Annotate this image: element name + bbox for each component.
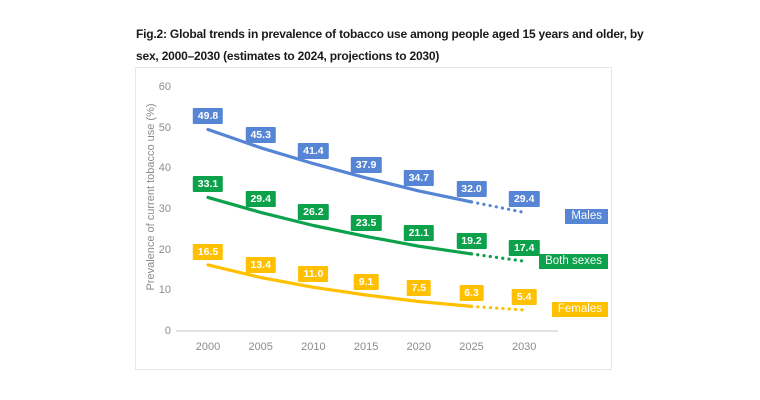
x-tick-2000: 2000 [195, 341, 221, 353]
data-label-females-2025: 6.3 [459, 285, 484, 302]
y-tick-40: 40 [158, 162, 171, 175]
x-tick-2025: 2025 [459, 341, 484, 353]
series-line-males-projection [469, 200, 526, 214]
x-tick-2010: 2010 [301, 341, 326, 353]
data-label-males-2025: 32.0 [456, 180, 487, 197]
data-label-both-sexes-2030: 17.4 [508, 240, 540, 257]
figure-title: Fig.2: Global trends in prevalence of to… [136, 23, 644, 67]
x-tick-2020: 2020 [406, 341, 432, 353]
series-line-females [206, 263, 474, 308]
series-tag-males: Males [565, 209, 608, 224]
series-tag-females: Females [551, 302, 608, 317]
figure-title-line2: sex, 2000–2030 (estimates to 2024, proje… [136, 49, 440, 63]
x-tick-2015: 2015 [353, 341, 379, 353]
data-label-males-2000: 49.8 [192, 108, 224, 125]
chart-plot-lines [206, 127, 526, 312]
data-label-females-2015: 9.1 [353, 273, 379, 290]
data-label-both-sexes-2000: 33.1 [192, 176, 224, 193]
data-label-females-2010: 11.0 [298, 266, 329, 283]
y-tick-30: 30 [158, 202, 171, 215]
data-label-females-2020: 7.5 [406, 280, 432, 297]
figure-title-line1: Fig.2: Global trends in prevalence of to… [136, 27, 644, 41]
data-label-females-2005: 13.4 [245, 256, 276, 273]
data-label-both-sexes-2020: 21.1 [403, 225, 435, 242]
data-label-females-2000: 16.5 [192, 243, 224, 260]
y-tick-50: 50 [158, 121, 171, 134]
series-line-males [206, 127, 474, 204]
x-tick-2030: 2030 [511, 341, 537, 353]
series-line-both-sexes [206, 195, 474, 256]
data-label-males-2030: 29.4 [508, 191, 540, 208]
x-tick-2005: 2005 [248, 341, 273, 353]
data-label-both-sexes-2005: 29.4 [245, 191, 276, 208]
data-label-males-2020: 34.7 [403, 169, 435, 186]
y-tick-0: 0 [164, 325, 171, 337]
y-tick-10: 10 [158, 284, 171, 297]
series-line-both-sexes-projection [469, 252, 526, 263]
data-label-males-2015: 37.9 [350, 156, 382, 173]
data-label-both-sexes-2015: 23.5 [350, 215, 382, 232]
y-tick-20: 20 [158, 243, 171, 256]
series-tag-both-sexes: Both sexes [539, 254, 608, 269]
data-label-both-sexes-2025: 19.2 [456, 232, 487, 249]
y-tick-60: 60 [158, 80, 171, 93]
data-label-both-sexes-2010: 26.2 [298, 204, 329, 221]
data-label-males-2010: 41.4 [298, 142, 329, 159]
data-label-males-2005: 45.3 [245, 126, 276, 143]
x-axis-baseline [176, 330, 558, 332]
data-label-females-2030: 5.4 [511, 289, 537, 306]
series-line-females-projection [469, 304, 526, 312]
